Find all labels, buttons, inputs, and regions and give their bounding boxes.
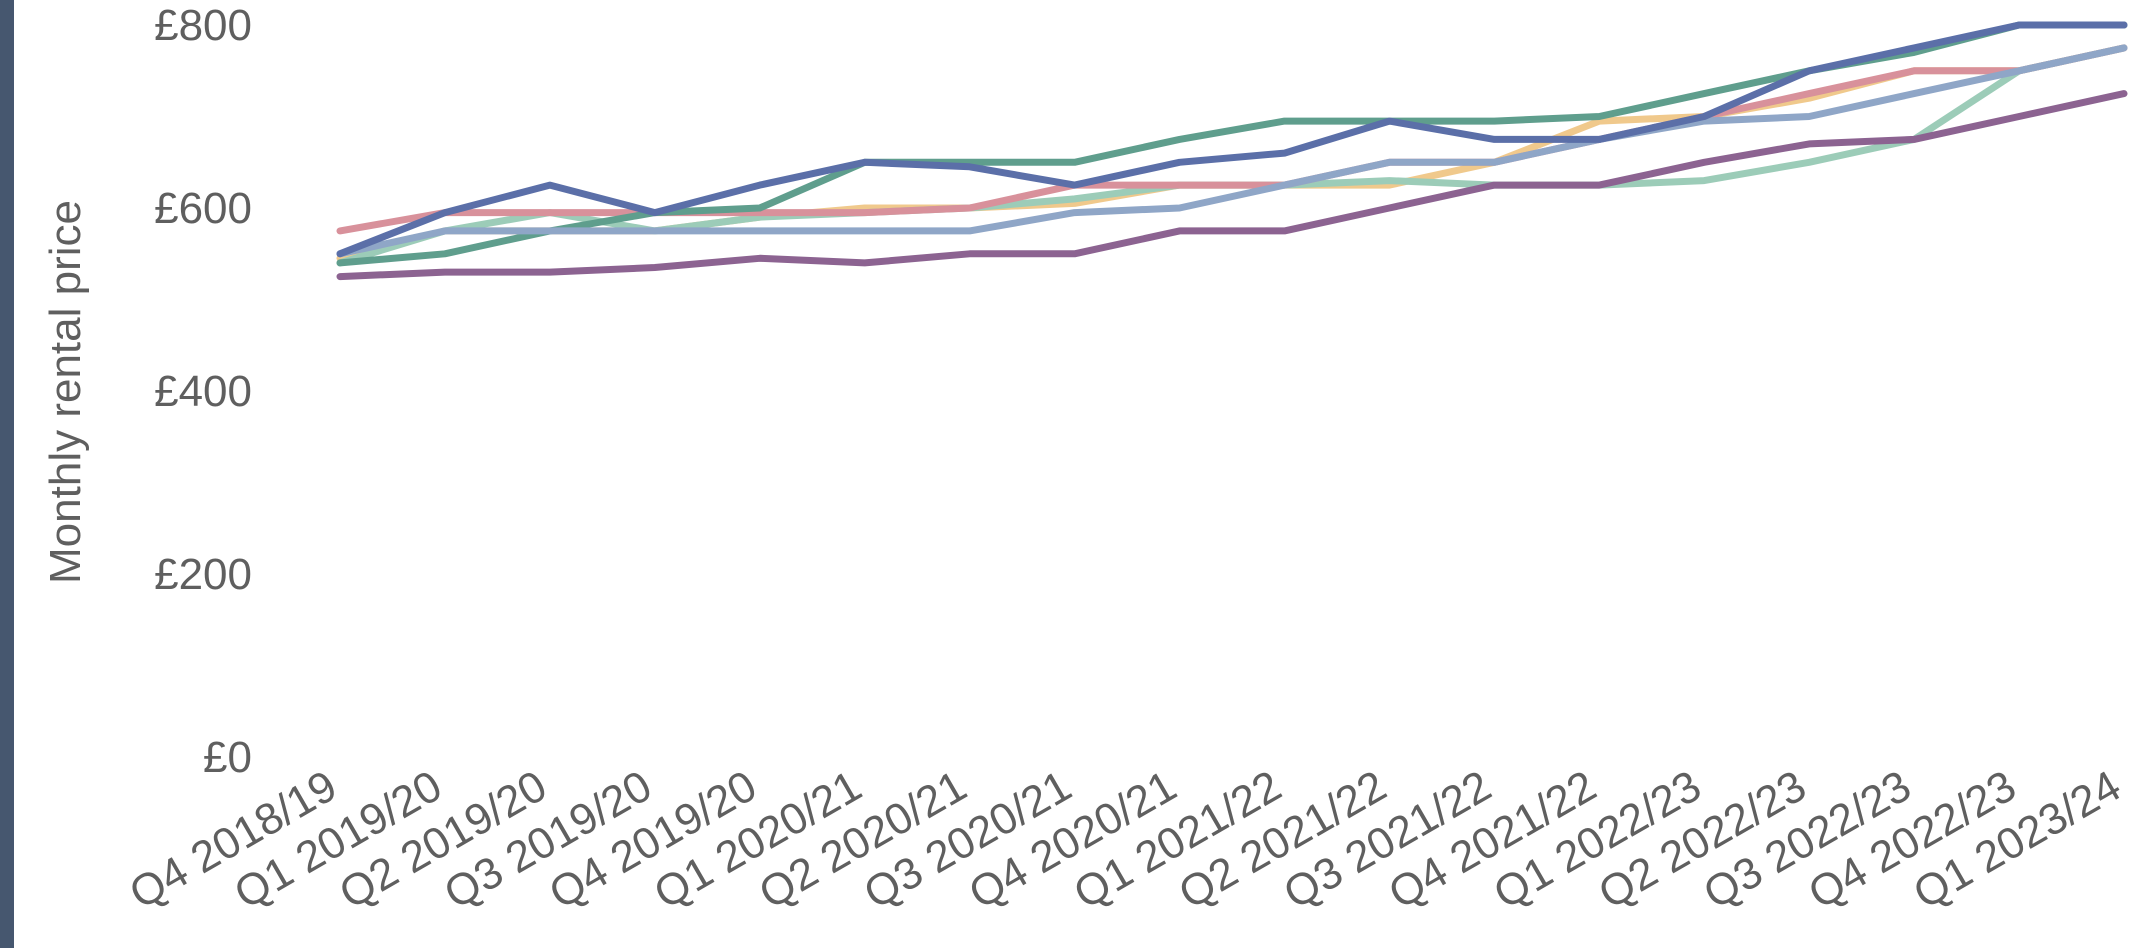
series-lines: [336, 21, 2128, 281]
y-tick-label: £0: [203, 733, 252, 782]
series-line-6: [336, 90, 2128, 281]
series-line-5: [336, 44, 2128, 258]
y-tick-label: £600: [154, 184, 252, 233]
y-tick-label: £400: [154, 367, 252, 416]
y-axis-ticks: £0 £200 £400 £600 £800: [154, 1, 252, 782]
series-line-7: [336, 21, 2128, 258]
y-axis-title: Monthly rental price: [41, 200, 90, 584]
left-edge-bar: [0, 0, 14, 948]
y-tick-label: £200: [154, 550, 252, 599]
y-axis-title-group: Monthly rental price: [41, 200, 90, 584]
y-tick-label: £800: [154, 1, 252, 50]
